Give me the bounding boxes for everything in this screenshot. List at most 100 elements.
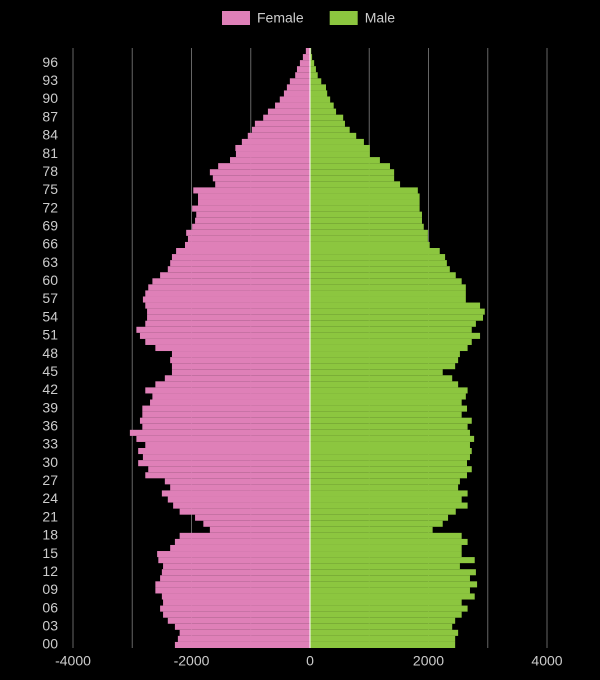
bar [310, 211, 422, 218]
bar [310, 502, 468, 509]
bar [310, 351, 460, 358]
bar [310, 617, 456, 624]
bar [310, 514, 449, 521]
bar [184, 241, 310, 248]
bar [310, 163, 390, 170]
bar [179, 508, 310, 515]
bar [310, 181, 401, 188]
bar [170, 260, 310, 267]
bar [142, 454, 310, 461]
x-tick-label: 2000 [413, 653, 444, 669]
bar [310, 138, 364, 145]
bar [310, 478, 460, 485]
bar [310, 320, 476, 327]
y-tick-label: 30 [42, 454, 58, 470]
bar [212, 175, 310, 182]
bar [310, 484, 459, 491]
bar [150, 399, 310, 406]
bar [283, 90, 310, 97]
bar [310, 520, 443, 527]
bar [136, 435, 310, 442]
bar [310, 90, 328, 97]
bar [254, 120, 310, 127]
bar [209, 169, 310, 176]
bar [142, 411, 310, 418]
bar [174, 641, 310, 648]
bar [310, 302, 481, 309]
bar [148, 284, 310, 291]
bar [145, 387, 310, 394]
bar [310, 84, 326, 91]
bar [310, 641, 456, 648]
bar [310, 423, 468, 430]
bar [142, 423, 310, 430]
bar [310, 472, 468, 479]
bar [310, 48, 312, 55]
bar [310, 151, 370, 158]
y-tick-label: 69 [42, 217, 58, 233]
y-tick-label: 60 [42, 272, 58, 288]
bar [310, 290, 466, 297]
y-tick-label: 90 [42, 90, 58, 106]
bar [310, 460, 468, 467]
bar [167, 266, 310, 273]
y-tick-label: 21 [42, 508, 58, 524]
x-tick-label: 4000 [531, 653, 562, 669]
bar [310, 375, 453, 382]
bar [279, 96, 310, 103]
bar [164, 375, 310, 382]
bar [302, 54, 310, 61]
bar [310, 54, 313, 61]
bar [192, 205, 310, 212]
bar [195, 217, 310, 224]
bar [310, 78, 322, 85]
bar [161, 490, 310, 497]
bar [147, 308, 310, 315]
bar [186, 229, 310, 236]
bar [155, 344, 310, 352]
bar [310, 66, 316, 73]
bar [193, 187, 310, 194]
y-tick-label: 57 [42, 290, 58, 306]
bar [129, 429, 310, 436]
bar [310, 490, 468, 497]
bar [310, 108, 337, 115]
y-tick-label: 54 [42, 308, 58, 324]
y-tick-label: 63 [42, 254, 58, 270]
bar [310, 120, 345, 127]
bar [160, 605, 310, 612]
bar [167, 617, 310, 624]
bar [310, 551, 462, 558]
bar [152, 278, 310, 285]
bar [310, 363, 456, 370]
bar [152, 393, 310, 400]
bar [179, 629, 310, 636]
bar [310, 429, 470, 436]
bar [310, 193, 420, 200]
bar [158, 557, 310, 564]
bar [310, 575, 470, 582]
bar [195, 514, 310, 521]
bar [310, 569, 476, 576]
bar [161, 593, 310, 600]
bar [251, 126, 310, 133]
bar [145, 290, 310, 297]
legend-swatch [329, 11, 358, 25]
bar [187, 235, 310, 242]
bar [310, 405, 468, 412]
bar [310, 175, 395, 182]
y-tick-label: 09 [42, 581, 58, 597]
bar [310, 96, 331, 103]
bar [289, 78, 310, 85]
bar [310, 466, 472, 473]
bar [170, 357, 310, 364]
bar [310, 223, 424, 230]
bar [173, 502, 310, 509]
bar [148, 466, 310, 473]
bar [235, 144, 310, 152]
bar [310, 381, 459, 388]
bar [145, 441, 310, 448]
bar [147, 314, 310, 321]
bar [310, 102, 334, 109]
bar [164, 478, 310, 485]
